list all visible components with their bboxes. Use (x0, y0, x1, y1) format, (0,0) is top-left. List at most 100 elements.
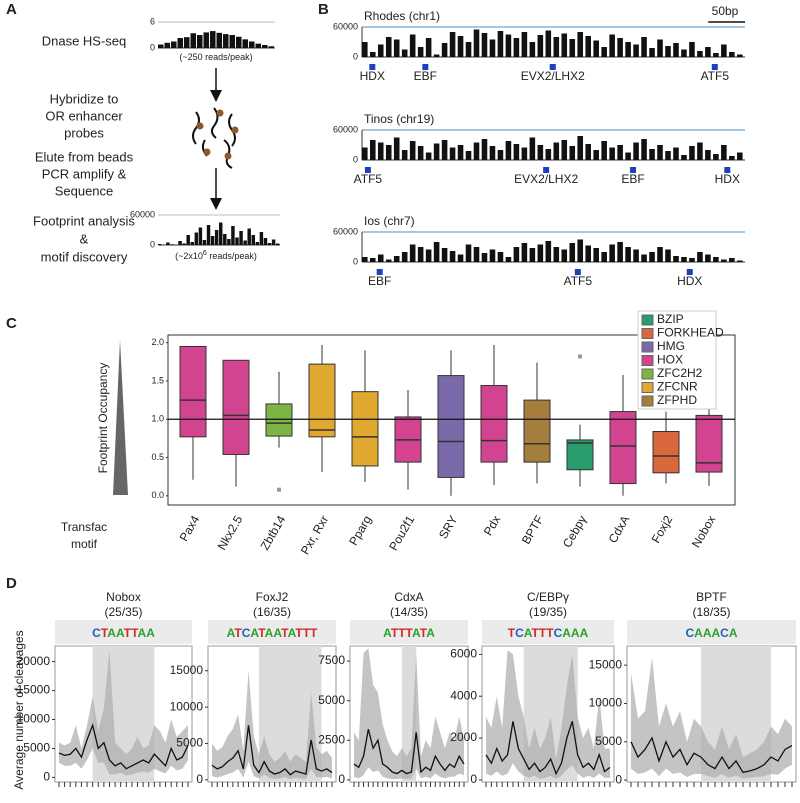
y-tick-label: 6000 (450, 647, 477, 661)
subplot-count: (19/35) (529, 605, 567, 619)
cleavage-bar (657, 39, 663, 57)
cleavage-bar (665, 46, 671, 57)
subplot-title: CdxA (394, 590, 423, 604)
cleavage-bar (393, 137, 400, 160)
logo-base: C (554, 626, 563, 640)
coverage-bar (263, 238, 268, 245)
cleavage-bar (649, 149, 655, 160)
y-tick-label: 0.0 (151, 490, 164, 500)
cleavage-bar (609, 244, 615, 262)
logo-base: A (265, 626, 274, 640)
logo-base: T (398, 626, 406, 640)
coverage-bar (235, 237, 239, 245)
y-axis-label: Average number of cleavages (12, 630, 26, 789)
cleavage-bar (657, 247, 663, 262)
logo-base: C (720, 626, 729, 640)
cleavage-bar (673, 147, 679, 160)
cleavage-bar (513, 38, 520, 57)
legend-label: HOX (657, 353, 683, 367)
cleavage-bar (721, 145, 727, 160)
y-tick-label: 10000 (170, 699, 204, 713)
cleavage-bar (545, 241, 552, 262)
logo-base: T (295, 626, 303, 640)
y-tick-label: 2500 (318, 732, 345, 746)
y-tick-label: 4000 (450, 688, 477, 702)
cleavage-bar (425, 249, 432, 262)
logo-frame (208, 620, 336, 644)
subplot-title: FoxJ2 (256, 590, 289, 604)
plot-frame (167, 334, 736, 506)
cleavage-bar (569, 146, 576, 160)
logo-base: C (515, 626, 524, 640)
cleavage-bar (537, 35, 544, 57)
x-axis-label: motif (71, 537, 98, 551)
motif-label: HDX (360, 69, 385, 83)
coverage-bar (249, 41, 255, 48)
motif-site (549, 64, 556, 70)
logo-frame (627, 620, 796, 644)
cleavage-bar (409, 244, 416, 262)
cleavage-bar (513, 247, 520, 262)
cleavage-bar (521, 32, 528, 57)
panel-letter: A (6, 1, 17, 18)
step-label: Sequence (55, 183, 114, 198)
logo-base: T (539, 626, 547, 640)
logo-base: T (131, 626, 139, 640)
panel-letter: C (6, 315, 17, 332)
coverage-bar (214, 230, 219, 245)
box (523, 399, 551, 463)
coverage-bar (194, 232, 199, 245)
cleavage-bar (713, 53, 719, 57)
coverage-bar (210, 236, 215, 245)
sequence-logo: CTAATTAA (92, 626, 155, 640)
cleavage-bar (473, 142, 480, 160)
cleavage-bar (737, 54, 743, 57)
cleavage-bar (521, 243, 528, 262)
box (222, 359, 250, 455)
logo-base: C (685, 626, 694, 640)
cleavage-bar (729, 52, 735, 57)
logo-base: A (138, 626, 147, 640)
coverage-bar (210, 31, 216, 48)
motif-label: ATF5 (354, 172, 383, 186)
cleavage-bar (473, 29, 480, 57)
coverage-bar (223, 34, 229, 48)
coverage-bar (190, 33, 197, 48)
motif-site (369, 64, 376, 70)
cleavage-bar (593, 40, 599, 57)
cleavage-bar (593, 150, 599, 160)
logo-base: A (146, 626, 155, 640)
cleavage-bar (489, 249, 496, 262)
cleavage-bar (625, 247, 631, 262)
cleavage-bar (465, 151, 472, 160)
cleavage-bar (633, 142, 639, 160)
cleavage-bar (362, 257, 368, 262)
coverage-bar (259, 232, 264, 245)
cleavage-bar (457, 254, 464, 262)
cleavage-bar (401, 49, 408, 57)
coverage-bar (178, 241, 182, 245)
cleavage-bar (377, 142, 384, 160)
coverage-bar (166, 242, 170, 245)
coverage-bar (267, 243, 272, 245)
motif-label: ATF5 (701, 69, 730, 83)
cleavage-bar (713, 257, 719, 262)
y-tick-label: 0 (353, 51, 358, 61)
legend-label: ZFPHD (657, 393, 697, 407)
cleavage-bar (505, 141, 512, 160)
logo-base: T (532, 626, 540, 640)
mean-line (211, 725, 333, 776)
cleavage-bar (441, 140, 448, 160)
scale-bar-label: 50bp (712, 4, 739, 18)
step-label: OR enhancer (45, 108, 123, 123)
box (437, 375, 465, 478)
legend-swatch (641, 314, 654, 326)
cleavage-bar (362, 42, 368, 57)
logo-base: T (101, 626, 109, 640)
cleavage-bar (665, 249, 671, 262)
y-tick-label: 5000 (23, 741, 50, 755)
logo-base: T (508, 626, 516, 640)
box (308, 363, 336, 438)
coverage-bar (171, 41, 177, 48)
cleavage-bar (489, 146, 496, 160)
